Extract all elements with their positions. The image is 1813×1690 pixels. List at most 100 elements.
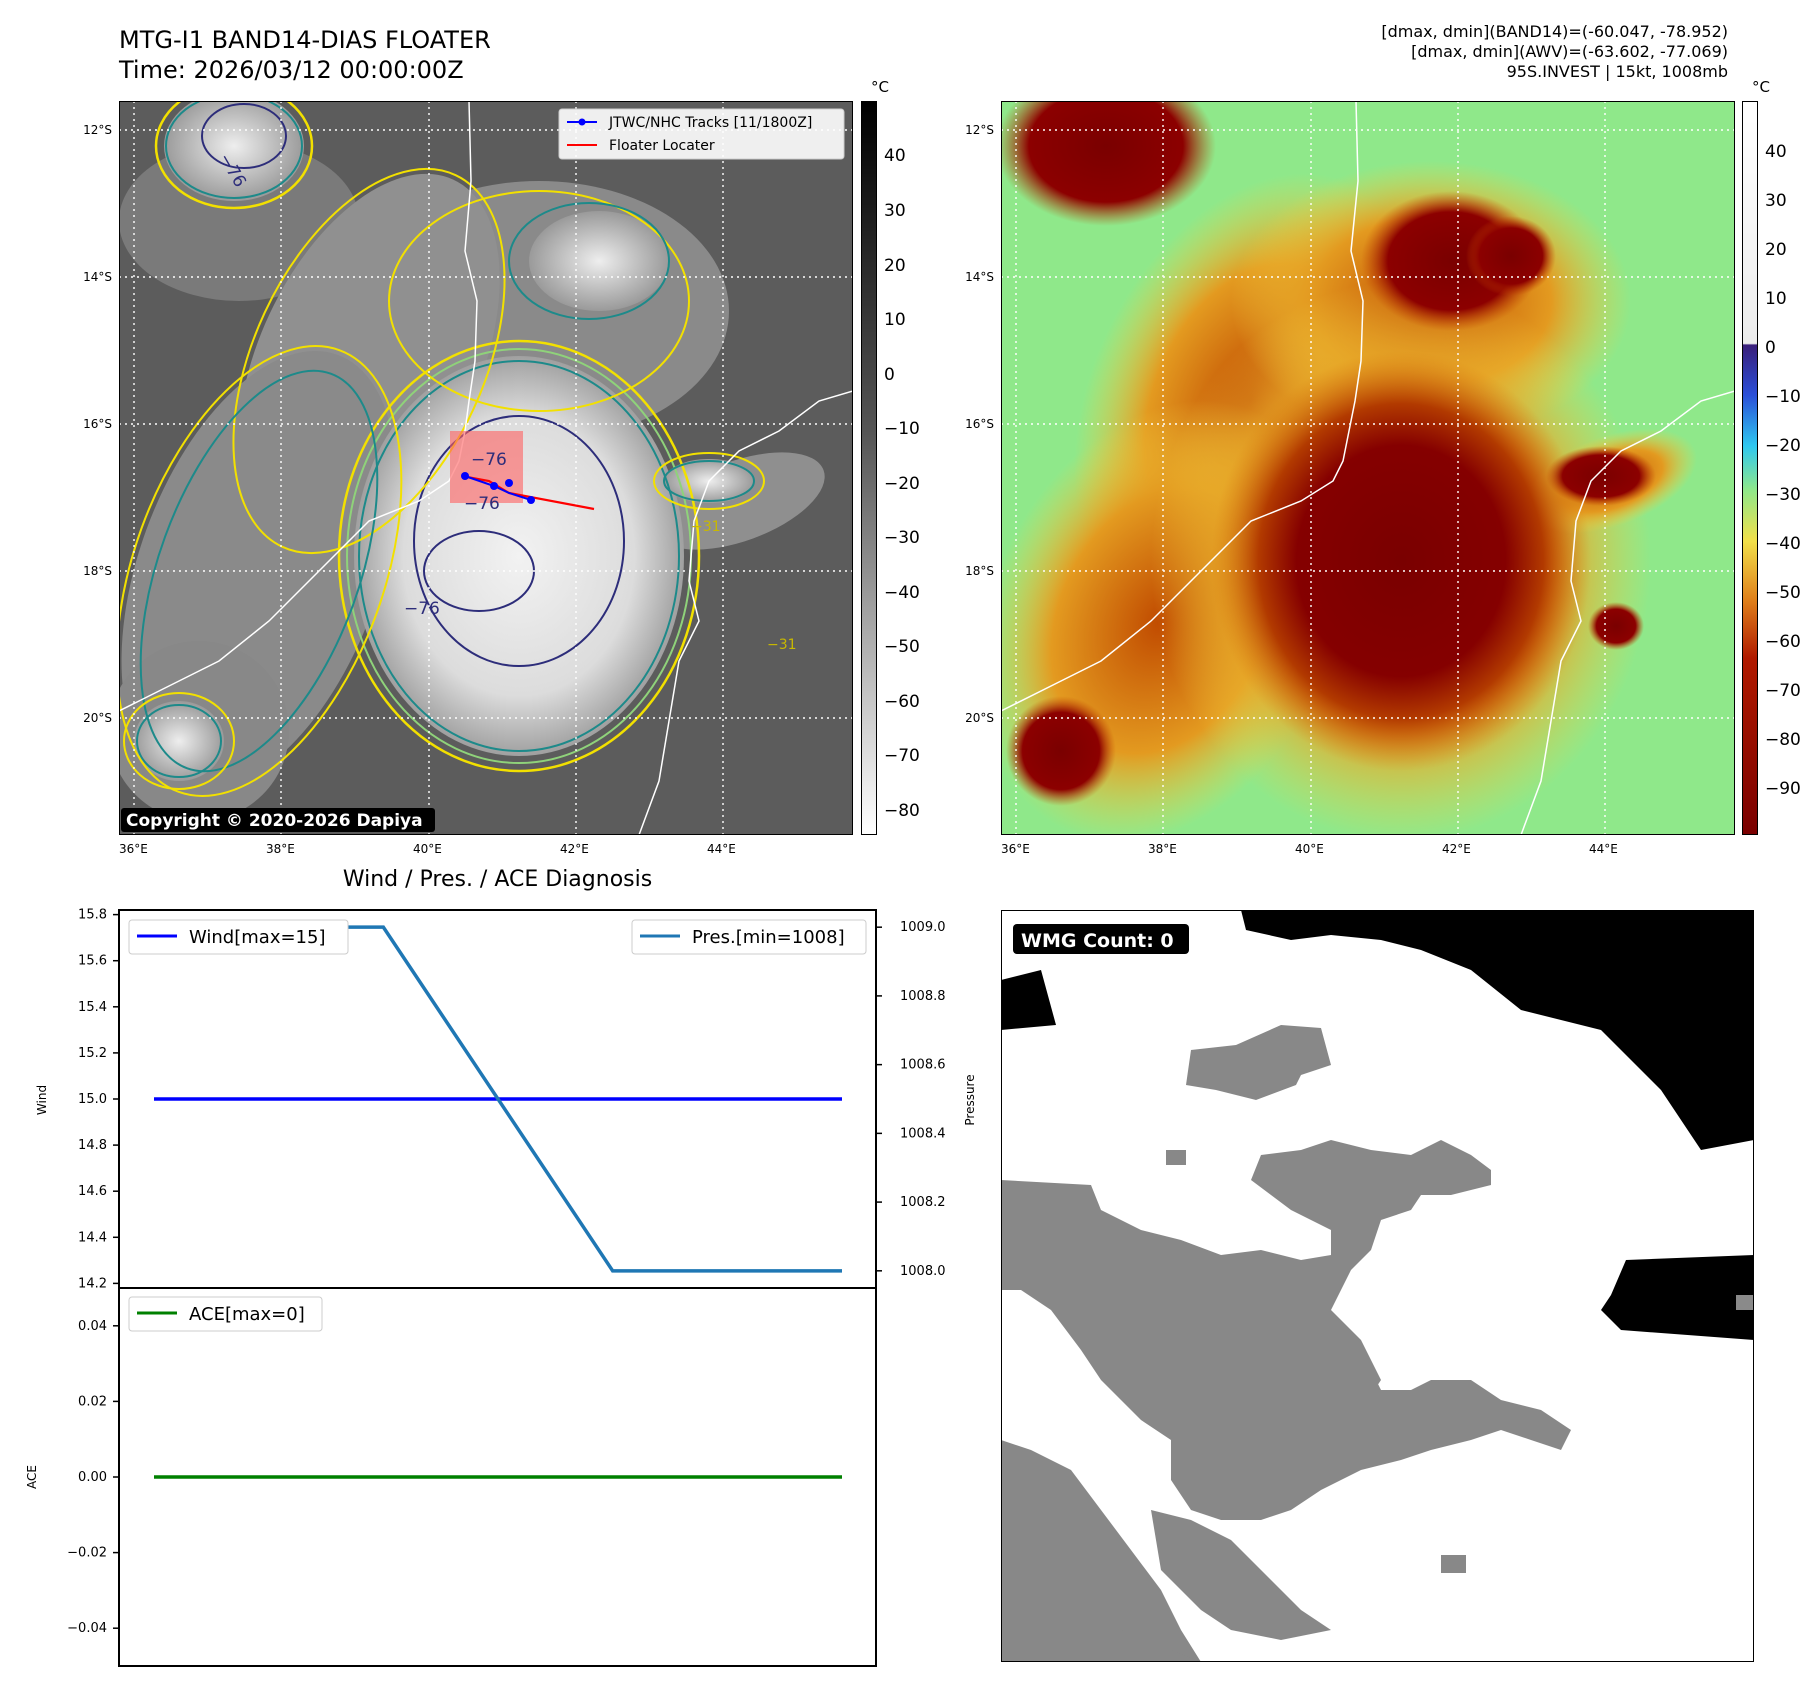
info-storm: 95S.INVEST | 15kt, 1008mb [1506,62,1728,81]
ace-axis-label: ACE [25,1465,39,1489]
wind-tick-label: 14.6 [78,1184,107,1199]
cbar-tick: −50 [884,637,920,657]
info-band14: [dmax, dmin](BAND14)=(-60.047, -78.952) [1381,22,1728,41]
contour-label: −31 [691,519,721,535]
cbar-tick: −60 [1765,632,1801,652]
cbar-tick: −80 [884,801,920,821]
chart-timestamp: Time: 2026/03/12 00:00:00Z [119,56,464,84]
ir-map: −76 −76 −76 −76 −31 −31 JTWC/NHC Tracks … [119,101,853,835]
cbar-tick: −90 [1765,779,1801,799]
lat-tick: 12°S [965,123,994,137]
legend-pres-label: Pres.[min=1008] [692,927,845,948]
ace-tick-label: −0.04 [67,1621,107,1636]
cbar-tick: −10 [884,419,920,439]
ir-colorbar [861,101,877,835]
cbar-tick: −60 [884,692,920,712]
floater-locater-line [466,475,595,511]
lon-tick: 42°E [560,842,589,856]
ir-colorbar-unit: °C [871,78,889,96]
wmg-count-label: WMG Count: 0 [1021,930,1174,952]
wind-axis-label: Wind [35,1085,49,1115]
cbar-tick: −20 [1765,436,1801,456]
cbar-tick: 0 [1765,338,1776,358]
ace-tick-label: 0.00 [78,1470,107,1485]
diag-chart: 15.8 15.6 15.4 15.2 15.0 14.8 14.6 14.4 14.2 100… [25,908,977,1667]
wv-map [1001,101,1735,835]
lat-tick: 20°S [965,711,994,725]
track-point [461,472,469,480]
cbar-tick: −70 [884,746,920,766]
legend-ace-label: ACE[max=0] [189,1304,305,1325]
cbar-tick: 40 [1765,142,1787,162]
lat-tick: 12°S [83,123,112,137]
wv-colorbar-unit: °C [1752,78,1770,96]
cbar-tick: 30 [884,201,906,221]
track-point [527,496,535,504]
wind-tick-label: 15.2 [78,1046,107,1061]
pressure-tick-label: 1008.0 [900,1264,946,1279]
diag-title: Wind / Pres. / ACE Diagnosis [342,867,653,892]
cbar-tick: 30 [1765,191,1787,211]
cbar-tick: −20 [884,474,920,494]
ir-colorbar-ticks: 40 30 20 10 0 −10 −20 −30 −40 −50 −60 −7… [884,101,934,835]
lon-tick: 44°E [1589,842,1618,856]
wv-lat-labels: 12°S 14°S 16°S 18°S 20°S [954,101,998,835]
legend-label-locater: Floater Locater [609,138,715,154]
floater-box [450,431,523,503]
info-awv: [dmax, dmin](AWV)=(-63.602, -77.069) [1411,42,1728,61]
jtwc-track-line [464,475,532,501]
track-point [505,479,513,487]
lat-tick: 18°S [83,564,112,578]
cbar-tick: −40 [884,583,920,603]
cbar-tick: −40 [1765,534,1801,554]
chart-title: MTG-I1 BAND14-DIAS FLOATER [119,26,491,54]
pressure-tick-label: 1008.2 [900,1195,946,1210]
cbar-tick: −50 [1765,583,1801,603]
ir-legend: JTWC/NHC Tracks [11/1800Z] Floater Locat… [558,108,845,160]
pressure-tick-label: 1009.0 [900,920,946,935]
lat-tick: 18°S [965,564,994,578]
contour-label: −31 [767,637,797,653]
cbar-tick: 20 [1765,240,1787,260]
lon-tick: 40°E [1295,842,1324,856]
ir-lat-labels: 12°S 14°S 16°S 18°S 20°S [72,101,116,835]
cbar-tick: −30 [884,528,920,548]
lon-tick: 38°E [1148,842,1177,856]
lon-tick: 36°E [119,842,148,856]
pressure-tick-label: 1008.4 [900,1126,946,1141]
cbar-tick: 10 [1765,289,1787,309]
legend-ace: ACE[max=0] [128,1296,323,1332]
ace-tick-label: 0.04 [78,1319,107,1334]
cbar-tick: 20 [884,256,906,276]
wind-tick-label: 15.8 [78,908,107,923]
wv-colorbar [1742,101,1758,835]
wind-tick-label: 15.6 [78,954,107,969]
ace-tick-label: −0.02 [67,1546,107,1561]
lon-tick: 44°E [707,842,736,856]
legend-pres: Pres.[min=1008] [631,919,867,955]
legend-wind: Wind[max=15] [128,919,349,955]
legend-label-tracks: JTWC/NHC Tracks [11/1800Z] [608,115,812,131]
lon-tick: 42°E [1442,842,1471,856]
wind-tick-label: 14.2 [78,1276,107,1291]
cbar-tick: 0 [884,365,895,385]
lon-tick: 40°E [413,842,442,856]
cbar-tick: −70 [1765,681,1801,701]
contour-label: −76 [404,599,440,619]
wind-tick-label: 14.8 [78,1138,107,1153]
track-point [490,482,498,490]
lat-tick: 20°S [83,711,112,725]
ir-lon-labels: 36°E 38°E 40°E 42°E 44°E [119,842,853,858]
legend-wind-label: Wind[max=15] [189,927,326,948]
wv-colorbar-ticks: 40 30 20 10 0 −10 −20 −30 −40 −50 −60 −7… [1765,101,1813,835]
wind-tick-label: 15.4 [78,1000,107,1015]
cbar-tick: −10 [1765,387,1801,407]
cbar-tick: −80 [1765,730,1801,750]
pressure-tick-label: 1008.8 [900,989,946,1004]
lat-tick: 16°S [83,417,112,431]
lat-tick: 14°S [83,270,112,284]
lon-tick: 36°E [1001,842,1030,856]
cbar-tick: 10 [884,310,906,330]
wmg-map: WMG Count: 0 [1001,910,1754,1662]
contour-label: −76 [471,450,507,470]
